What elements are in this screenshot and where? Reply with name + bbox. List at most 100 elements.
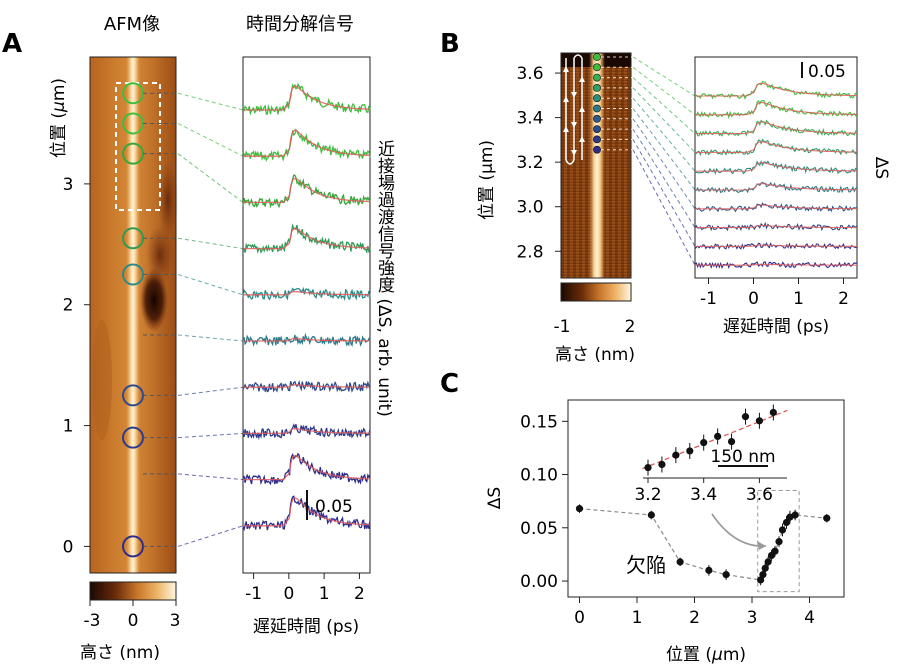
b-marker-0 [593,53,601,61]
b-ytick-label-3.0: 3.0 [516,198,543,218]
b-marker-9 [593,145,601,154]
b-ytick-label-3.4: 3.4 [516,109,543,129]
inset-point-1 [658,460,666,469]
cbar-b-label: 高さ (nm) [555,345,635,365]
inset-xtick-label-3.4: 3.4 [690,485,717,505]
panel-b-right-label: ΔS [871,157,891,179]
panel-a-connectors [143,92,244,547]
a-fit-1 [243,129,371,157]
b-connector-6 [632,118,696,210]
zoom-region-box [115,82,161,211]
panel-a-yaxis: 0 1 2 3 [63,175,90,557]
cbar-b-tick-min: -1 [554,317,571,337]
inset-point-3 [686,447,694,455]
afm-colorbar-a [89,581,177,601]
a-ytick-label-3: 3 [63,175,74,195]
a-xtick-label-0: 0 [283,584,294,604]
a-trace-0 [242,82,371,116]
panel-c-letter: C [440,369,459,399]
time-resolved-title: 時間分解信号 [246,14,354,35]
a-connector-2 [177,153,244,203]
a-connector-7 [177,432,244,439]
inset-point-0 [644,464,652,472]
c-point-13 [782,518,791,527]
panel-b-connectors [601,56,696,266]
b-connector-2 [632,77,696,134]
panel-b-xaxis: -1 0 1 2 [700,278,849,309]
panel-a-xaxis: -1 0 1 2 [245,573,365,604]
scatter-frame-c [567,399,845,598]
b-connector-4 [632,97,696,172]
a-xtick-label-1: 1 [319,584,330,604]
a-trace-3 [243,223,371,255]
inset-xtick-label-3.2: 3.2 [634,485,661,505]
b-fit-0 [695,82,857,97]
afm-colorbar-b [560,282,632,302]
b-xtick-label-0: 0 [748,289,759,309]
c-xtick-label-4: 4 [804,608,815,628]
svg-text:0.05: 0.05 [808,62,846,82]
inset-point-4 [700,439,708,447]
c-ytick-label-0: 0.00 [520,572,558,592]
c-point-11 [775,538,783,546]
inset-point-7 [741,413,750,421]
inset-point-5 [714,432,722,440]
c-point-4 [722,571,730,579]
panel-a-traces [242,82,371,532]
cbar-a-tick-min: -3 [84,611,101,631]
defect-label: 欠陥 [626,553,666,577]
b-trace-6 [694,202,858,213]
a-fit-0 [243,85,370,111]
c-zoom-box [757,490,800,593]
b-fit-2 [695,121,857,135]
inset-fit-line [642,409,788,470]
b-fit-4 [695,162,857,172]
b-fit-7 [695,224,857,229]
panel-c-axes: 0 1 2 3 4 0.00 0.05 0.10 0.15 [520,412,815,628]
b-connector-0 [632,56,696,97]
a-ytick-label-1: 1 [63,417,74,437]
b-xtick-label-2: 2 [838,289,849,309]
c-point-7 [761,564,769,572]
b-marker-1 [593,63,601,72]
a-fit-7 [243,427,370,435]
panel-b-scale-bar: 0.05 [801,62,846,82]
transient-frame-a [242,56,371,574]
b-xtick-label-1: 1 [793,289,804,309]
cbar-a-tick-max: 3 [170,611,181,631]
a-connector-0 [177,92,244,111]
b-marker-4 [593,94,601,103]
b-ytick-label-3.6: 3.6 [516,64,543,84]
c-point-15 [791,511,799,519]
b-fit-9 [695,263,857,266]
b-ytick-label-3.2: 3.2 [516,153,543,173]
panel-b-yaxis: 2.8 3.0 3.2 3.4 3.6 [516,64,561,262]
c-point-8 [764,558,772,566]
panel-b-markers [593,53,601,154]
a-fit-2 [243,177,370,204]
a-connector-3 [177,237,244,250]
a-fit-3 [243,228,371,250]
panel-a-scale-bar: 0.05 [306,490,353,520]
panel-c-inset: 3.2 3.4 3.6 150 nm [634,404,788,505]
b-fit-6 [695,204,857,210]
b-trace-9 [694,261,858,270]
b-marker-3 [593,84,601,92]
c-point-3 [705,566,713,574]
afm-image-title: AFM像 [104,14,160,35]
transient-frame-b [694,56,858,279]
c-xtick-label-0: 0 [574,608,585,628]
panel-b-xlabel: 遅延時間 (ps) [723,317,829,337]
a-trace-7 [242,423,371,441]
a-connector-4 [177,274,244,296]
b-connector-1 [632,66,696,116]
b-connector-3 [632,87,696,153]
cbar-b-tick-max: 2 [625,317,636,337]
a-trace-6 [242,379,371,393]
c-point-1 [647,511,655,519]
a-fit-8 [243,455,370,481]
svg-text:0.05: 0.05 [315,497,353,517]
a-ytick-label-0: 0 [63,537,74,557]
b-connector-8 [632,139,696,247]
